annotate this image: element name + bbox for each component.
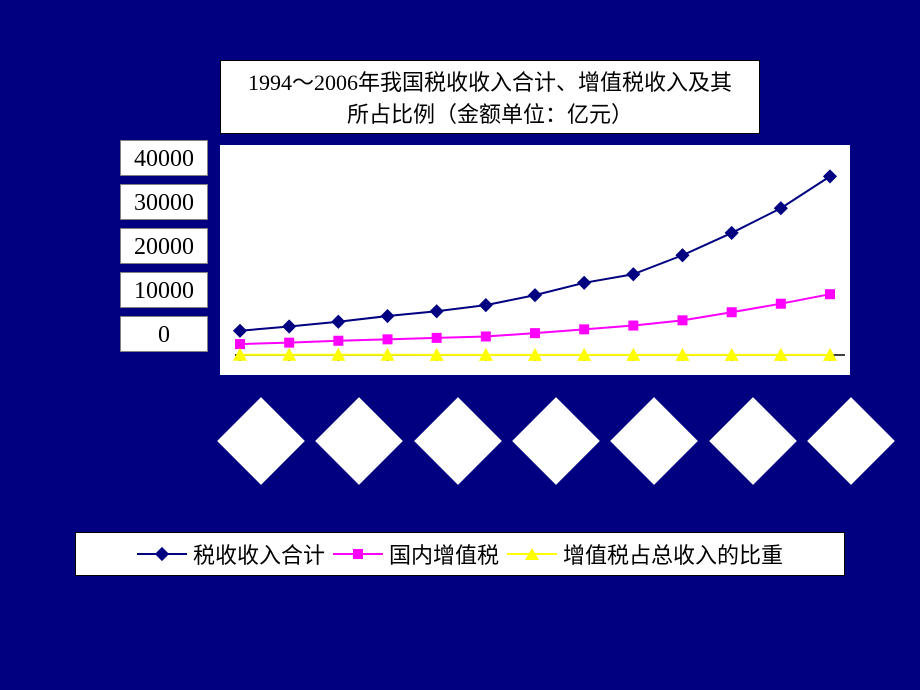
y-tick-20000: 20000: [120, 228, 208, 264]
legend-marker-total: [137, 544, 187, 564]
legend-marker-vat: [333, 544, 383, 564]
legend-label-total: 税收收入合计: [193, 538, 325, 570]
chart-title-box: 1994～2006年我国税收收入合计、增值税收入及其 所占比例（金额单位：亿元）: [220, 60, 760, 134]
chart-title-line1: 1994～2006年我国税收收入合计、增值税收入及其: [229, 65, 751, 97]
legend-label-vat: 国内增值税: [389, 538, 499, 570]
legend-line-ratio: [507, 553, 557, 555]
x-label-diamond: [414, 397, 502, 485]
legend-item-vat: 国内增值税: [333, 538, 499, 570]
y-tick-30000: 30000: [120, 184, 208, 220]
x-axis-labels: [220, 395, 850, 485]
x-label-diamond: [217, 397, 305, 485]
legend-marker-ratio: [507, 544, 557, 564]
legend-item-ratio: 增值税占总收入的比重: [507, 538, 783, 570]
y-tick-40000: 40000: [120, 140, 208, 176]
chart-title-line2: 所占比例（金额单位：亿元）: [229, 97, 751, 129]
chart-container: 1994～2006年我国税收收入合计、增值税收入及其 所占比例（金额单位：亿元）…: [120, 50, 870, 500]
diamond-icon: [155, 547, 169, 561]
y-tick-10000: 10000: [120, 272, 208, 308]
legend-label-ratio: 增值税占总收入的比重: [563, 538, 783, 570]
y-axis: 40000 30000 20000 10000 0: [120, 140, 215, 380]
plot-area: [220, 145, 850, 375]
chart-svg: [220, 145, 850, 375]
legend-item-total: 税收收入合计: [137, 538, 325, 570]
y-tick-0: 0: [120, 316, 208, 352]
x-label-diamond: [315, 397, 403, 485]
legend-line-vat: [333, 553, 383, 555]
x-label-diamond: [709, 397, 797, 485]
x-label-diamond: [807, 397, 895, 485]
x-label-diamond: [610, 397, 698, 485]
legend: 税收收入合计 国内增值税 增值税占总收入的比重: [75, 532, 845, 576]
x-label-diamond: [512, 397, 600, 485]
